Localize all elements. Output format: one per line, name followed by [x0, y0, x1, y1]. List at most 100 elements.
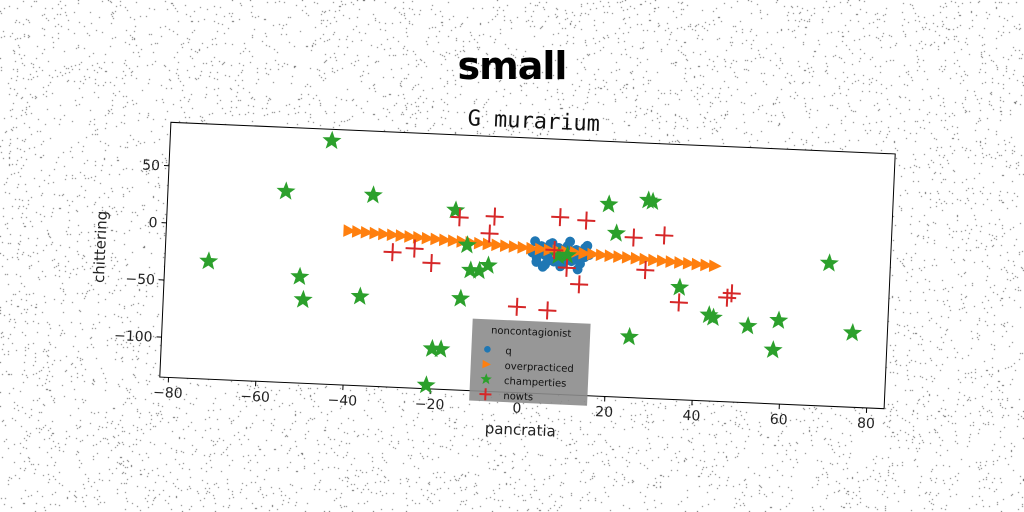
legend-label: q: [505, 346, 512, 357]
data-point-overpracticed: [630, 251, 644, 265]
data-point-champerties: [276, 181, 296, 200]
data-point-nowts: [570, 275, 589, 294]
data-point-q: [582, 240, 593, 251]
data-point-overpracticed: [508, 240, 522, 253]
figure-suptitle: small: [457, 44, 568, 88]
data-point-champerties: [843, 322, 863, 342]
data-point-overpracticed: [421, 231, 435, 245]
data-point-nowts: [577, 211, 596, 230]
legend-marker-overpracticed: [482, 359, 491, 369]
data-point-overpracticed: [456, 235, 470, 248]
legend-label: overpracticed: [504, 361, 574, 375]
chart-plot-group: G murarium −80 −60 −40 −20 0 20 40 60 80 50 0 −50 −…: [90, 106, 896, 440]
data-point-overpracticed: [395, 229, 409, 242]
data-point-overpracticed: [447, 234, 461, 247]
data-point-champerties: [549, 245, 569, 265]
y-tick-label: −50: [125, 271, 155, 288]
data-point-champerties: [703, 307, 723, 326]
data-point-champerties: [363, 185, 383, 204]
data-point-overpracticed: [412, 230, 426, 244]
data-point-q: [565, 236, 576, 247]
x-tick-label: −80: [153, 385, 183, 402]
legend-label: champerties: [504, 376, 567, 390]
data-point-overpracticed: [473, 236, 487, 250]
data-point-overpracticed: [700, 258, 714, 272]
legend-title: noncontagionist: [491, 325, 572, 339]
series-overpracticed: [343, 224, 722, 273]
series-nowts: [383, 207, 741, 320]
x-tick-label: 60: [769, 412, 788, 429]
data-point-q: [572, 264, 583, 275]
data-point-champerties: [293, 289, 313, 309]
data-point-overpracticed: [691, 257, 705, 271]
x-tick-label: 0: [512, 400, 522, 416]
y-tick-label: 50: [142, 158, 161, 175]
data-point-nowts: [669, 293, 688, 312]
data-point-overpracticed: [360, 225, 374, 239]
x-tick-label: 20: [595, 404, 614, 421]
data-point-nowts: [480, 224, 499, 243]
data-point-nowts: [624, 228, 643, 247]
data-point-q: [555, 261, 566, 272]
data-point-overpracticed: [647, 253, 661, 267]
x-tick-label: 80: [857, 416, 876, 433]
y-tick-label: −100: [114, 328, 153, 346]
x-tick-label: 40: [682, 408, 701, 425]
data-point-overpracticed: [578, 246, 592, 260]
data-point-champerties: [469, 260, 489, 280]
data-point-champerties: [422, 338, 442, 358]
data-point-nowts: [383, 243, 402, 262]
data-point-nowts: [636, 261, 655, 280]
data-point-overpracticed: [499, 239, 513, 252]
data-point-champerties: [606, 223, 627, 242]
series-champerties: [199, 130, 863, 394]
data-point-overpracticed: [517, 241, 531, 254]
data-point-nowts: [507, 297, 526, 316]
data-point-overpracticed: [604, 249, 618, 263]
data-point-q: [537, 261, 548, 272]
chart-title: G murarium: [467, 106, 600, 137]
data-point-champerties: [416, 375, 436, 394]
data-point-overpracticed: [708, 259, 722, 273]
data-point-nowts: [545, 241, 564, 260]
data-point-champerties: [457, 235, 477, 254]
data-point-nowts: [655, 226, 674, 245]
data-point-overpracticed: [613, 250, 626, 263]
data-point-overpracticed: [656, 254, 670, 268]
data-point-nowts: [405, 239, 424, 258]
data-point-overpracticed: [351, 225, 365, 238]
data-point-nowts: [538, 301, 557, 320]
data-point-nowts: [551, 208, 570, 227]
data-point-champerties: [599, 194, 619, 213]
y-axis-ticks: 50 0 −50 −100: [114, 158, 170, 346]
x-tick-label: −40: [327, 392, 357, 409]
legend-marker-q: [484, 345, 491, 353]
data-point-champerties: [643, 191, 663, 211]
x-axis-label: pancratia: [484, 419, 556, 440]
data-point-overpracticed: [491, 238, 505, 252]
x-axis-ticks: −80 −60 −40 −20 0 20 40 60 80: [153, 377, 876, 433]
data-point-champerties: [451, 288, 471, 307]
data-point-nowts: [485, 207, 504, 226]
data-point-overpracticed: [404, 230, 418, 243]
data-point-overpracticed: [526, 241, 539, 255]
data-point-nowts: [718, 288, 737, 307]
data-point-champerties: [461, 260, 481, 279]
data-point-overpracticed: [534, 242, 548, 256]
data-point-overpracticed: [430, 232, 444, 246]
legend-marker-nowts: [479, 388, 492, 401]
data-point-nowts: [450, 208, 469, 227]
data-point-overpracticed: [386, 228, 400, 242]
data-point-champerties: [557, 245, 577, 264]
legend-label: nowts: [503, 391, 533, 403]
data-point-overpracticed: [343, 224, 357, 237]
data-point-champerties: [446, 200, 466, 219]
data-point-champerties: [670, 277, 690, 296]
data-point-overpracticed: [682, 256, 696, 270]
data-point-overpracticed: [621, 251, 635, 264]
data-point-overpracticed: [665, 255, 679, 268]
data-point-champerties: [431, 339, 451, 358]
data-point-champerties: [322, 130, 342, 150]
data-point-overpracticed: [674, 256, 687, 269]
